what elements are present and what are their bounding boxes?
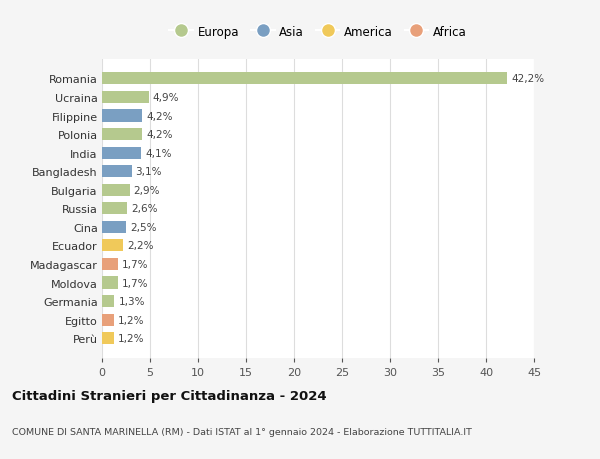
Text: 1,7%: 1,7%: [122, 259, 149, 269]
Text: 1,2%: 1,2%: [118, 315, 144, 325]
Text: 4,2%: 4,2%: [146, 111, 173, 121]
Bar: [102, 129, 142, 141]
Bar: [102, 110, 142, 122]
Bar: [102, 166, 132, 178]
Text: 2,9%: 2,9%: [134, 185, 160, 196]
Bar: [102, 277, 118, 289]
Text: 2,5%: 2,5%: [130, 222, 157, 232]
Text: Cittadini Stranieri per Cittadinanza - 2024: Cittadini Stranieri per Cittadinanza - 2…: [12, 389, 326, 403]
Text: 42,2%: 42,2%: [511, 74, 544, 84]
Text: 3,1%: 3,1%: [136, 167, 162, 177]
Legend: Europa, Asia, America, Africa: Europa, Asia, America, Africa: [164, 21, 472, 43]
Bar: [102, 314, 113, 326]
Text: 2,2%: 2,2%: [127, 241, 154, 251]
Text: 4,1%: 4,1%: [145, 148, 172, 158]
Text: 1,7%: 1,7%: [122, 278, 149, 288]
Bar: [102, 92, 149, 104]
Bar: [102, 147, 142, 159]
Text: 4,2%: 4,2%: [146, 130, 173, 140]
Text: 1,3%: 1,3%: [118, 297, 145, 307]
Bar: [102, 296, 115, 308]
Bar: [102, 203, 127, 215]
Bar: [102, 240, 123, 252]
Bar: [102, 73, 507, 85]
Text: COMUNE DI SANTA MARINELLA (RM) - Dati ISTAT al 1° gennaio 2024 - Elaborazione TU: COMUNE DI SANTA MARINELLA (RM) - Dati IS…: [12, 427, 472, 436]
Bar: [102, 332, 113, 344]
Bar: [102, 258, 118, 270]
Bar: [102, 221, 126, 233]
Text: 1,2%: 1,2%: [118, 333, 144, 343]
Text: 2,6%: 2,6%: [131, 204, 157, 214]
Bar: [102, 185, 130, 196]
Text: 4,9%: 4,9%: [153, 93, 179, 103]
